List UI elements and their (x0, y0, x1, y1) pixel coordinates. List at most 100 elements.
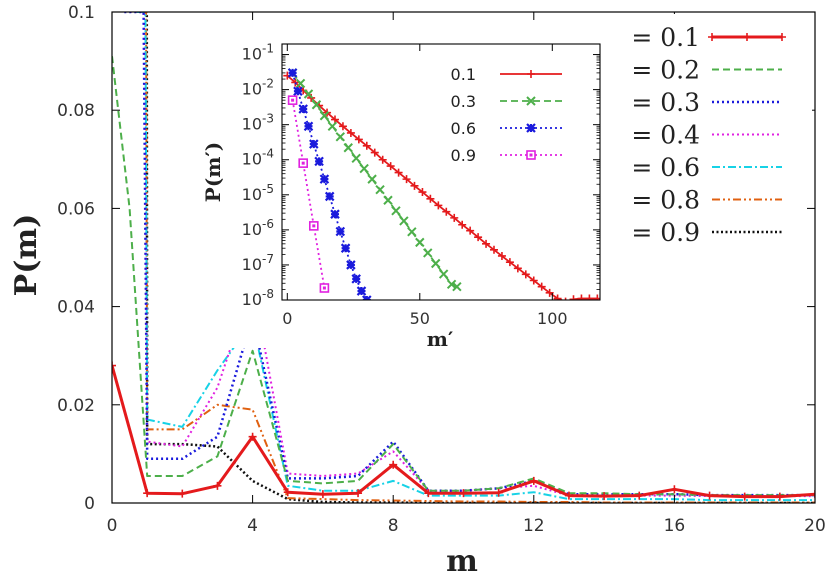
x-tick-label: 8 (388, 516, 399, 536)
data-point (635, 491, 644, 500)
data-point (423, 248, 433, 258)
y-tick-label: 0.02 (57, 396, 95, 416)
data-point (303, 121, 314, 132)
series-line (136, 12, 815, 502)
inset-legend-label: 0.9 (451, 146, 476, 165)
data-point (740, 492, 749, 501)
plot-frame (111, 11, 816, 504)
series-5 (136, 12, 815, 502)
data-point (426, 194, 435, 203)
data-point (375, 184, 385, 195)
data-point (354, 135, 363, 144)
x-tick-label: 0 (107, 516, 118, 536)
inset-legend-label: 0.6 (451, 119, 476, 138)
y-tick-label: 0.08 (57, 101, 95, 121)
data-point (318, 490, 327, 499)
data-point (213, 481, 222, 490)
data-point (430, 258, 441, 269)
data-point (327, 121, 338, 131)
data-point (378, 155, 387, 164)
y-tick-label: 0.04 (57, 298, 95, 318)
inset-y-tick-label: 10-1 (242, 42, 274, 64)
data-point (383, 195, 393, 205)
data-point (362, 141, 371, 150)
data-point (391, 206, 401, 216)
data-point (434, 201, 443, 210)
data-point (459, 489, 468, 498)
y-axis-label: P(m) (9, 214, 44, 297)
inset-x-axis-label: m′ (427, 327, 453, 351)
data-point (351, 153, 361, 164)
data-point (513, 264, 522, 273)
data-point (295, 78, 306, 89)
data-point (314, 156, 324, 167)
series-line (291, 72, 458, 288)
inset-x-tick-label: 50 (410, 309, 430, 328)
data-point (521, 270, 530, 279)
data-point (356, 286, 367, 296)
x-tick-label: 4 (247, 516, 258, 536)
data-point (178, 489, 187, 498)
series-7 (145, 12, 815, 503)
inset-series-3 (287, 68, 372, 300)
data-point (424, 489, 433, 498)
data-point (529, 476, 538, 485)
data-point (529, 276, 538, 285)
y-tick-label: 0.06 (57, 199, 95, 219)
data-point (474, 233, 483, 242)
data-point (303, 89, 314, 99)
series-line (112, 56, 815, 497)
data-point (291, 78, 300, 87)
data-point (482, 239, 491, 248)
data-point (450, 213, 459, 222)
data-point (600, 492, 609, 501)
inset-y-tick-label: 10-8 (242, 287, 274, 309)
data-point (248, 432, 257, 441)
data-point (438, 269, 449, 279)
inset-series-4 (287, 95, 330, 293)
data-point (442, 207, 451, 216)
data-point (577, 294, 586, 300)
data-point (330, 209, 340, 219)
data-point (112, 361, 116, 370)
data-point (359, 163, 369, 174)
data-point (319, 111, 330, 121)
inset-y-tick-label: 10-7 (242, 252, 274, 274)
data-point (545, 288, 554, 297)
data-point (354, 489, 363, 498)
x-tick-label: 12 (523, 516, 545, 536)
data-point (452, 281, 462, 292)
data-point (287, 68, 298, 78)
inset-plot: 10-8 10-7 10-6 10-5 10-4 10-3 10-2 10-1 0 50 100 m′… (201, 22, 612, 351)
series-2 (112, 56, 815, 497)
inset-y-tick-label: 10-4 (242, 147, 274, 169)
data-point (293, 86, 303, 97)
data-point (564, 297, 567, 300)
data-point (346, 128, 355, 137)
data-point (298, 104, 308, 114)
data-point (283, 488, 292, 497)
y-tick-label: 0 (84, 494, 95, 514)
main-axes: 0 4 8 12 16 20 0 0.02 0.04 0.06 0.08 0.1 (57, 3, 826, 536)
data-point (367, 174, 377, 184)
inset-y-tick-label: 10-2 (242, 77, 274, 99)
data-point (319, 174, 330, 184)
legend-label: = 0.4 (631, 121, 700, 150)
data-point (505, 258, 514, 267)
data-point (494, 488, 503, 497)
x-tick-label: 20 (804, 516, 826, 536)
data-point (340, 243, 351, 253)
legend-label: = 0.1 (631, 23, 700, 52)
series-line (145, 12, 815, 503)
data-point (490, 245, 498, 254)
series-line (286, 75, 598, 300)
data-point (537, 282, 546, 291)
data-point (593, 294, 600, 300)
series-line (291, 72, 368, 300)
y-tick-label: 0.1 (68, 3, 95, 23)
data-point (346, 260, 356, 270)
data-point (335, 132, 346, 142)
data-point (418, 188, 427, 197)
data-point (389, 460, 398, 469)
